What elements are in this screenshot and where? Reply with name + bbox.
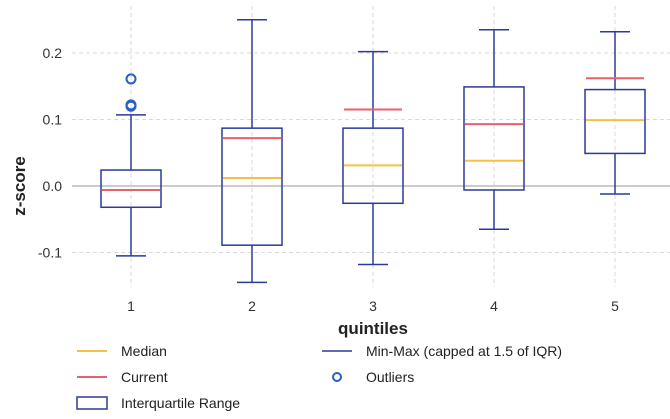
box-group-5 — [584, 30, 646, 195]
legend-item-outliers: Outliers — [332, 369, 414, 385]
legend-swatch-outliers — [332, 372, 342, 382]
legend-swatch-iqr — [76, 396, 108, 410]
legend-label-median: Median — [121, 343, 167, 359]
legend-label-current: Current — [121, 369, 168, 385]
y-tick-label: 0.0 — [43, 178, 63, 194]
outlier-point — [125, 99, 137, 111]
y-tick-label: 0.2 — [43, 45, 63, 61]
box-group-1 — [100, 73, 162, 257]
box-group-4 — [463, 28, 525, 230]
legend: Median Current Interquartile Range Min-Max … — [76, 343, 562, 411]
box-group-3 — [342, 50, 404, 266]
iqr-box — [100, 169, 162, 209]
iqr-box — [342, 127, 404, 205]
legend-item-minmax: Min-Max (capped at 1.5 of IQR) — [322, 343, 562, 359]
y-axis-label: z-score — [10, 156, 29, 216]
legend-item-iqr: Interquartile Range — [76, 395, 240, 411]
x-tick-label: 4 — [490, 298, 498, 314]
x-tick-label: 2 — [248, 298, 256, 314]
iqr-box — [221, 127, 283, 246]
legend-label-iqr: Interquartile Range — [121, 395, 240, 411]
outlier-point — [125, 73, 137, 85]
box-group-2 — [221, 19, 283, 284]
box-plot-series — [100, 19, 646, 284]
x-axis-label: quintiles — [338, 319, 408, 338]
iqr-box — [463, 86, 525, 191]
iqr-box — [584, 88, 646, 155]
x-tick-label: 3 — [369, 298, 377, 314]
legend-label-outliers: Outliers — [366, 369, 414, 385]
grid-lines — [72, 6, 670, 287]
y-tick-label: -0.1 — [38, 245, 62, 261]
x-tick-label: 1 — [127, 298, 135, 314]
legend-item-median: Median — [77, 343, 167, 359]
legend-label-minmax: Min-Max (capped at 1.5 of IQR) — [366, 343, 562, 359]
x-tick-label: 5 — [611, 298, 619, 314]
y-axis-ticks: -0.1 0.0 0.1 0.2 — [38, 45, 62, 261]
x-axis-ticks: 1 2 3 4 5 — [127, 298, 619, 314]
y-tick-label: 0.1 — [43, 112, 63, 128]
legend-item-current: Current — [77, 369, 168, 385]
